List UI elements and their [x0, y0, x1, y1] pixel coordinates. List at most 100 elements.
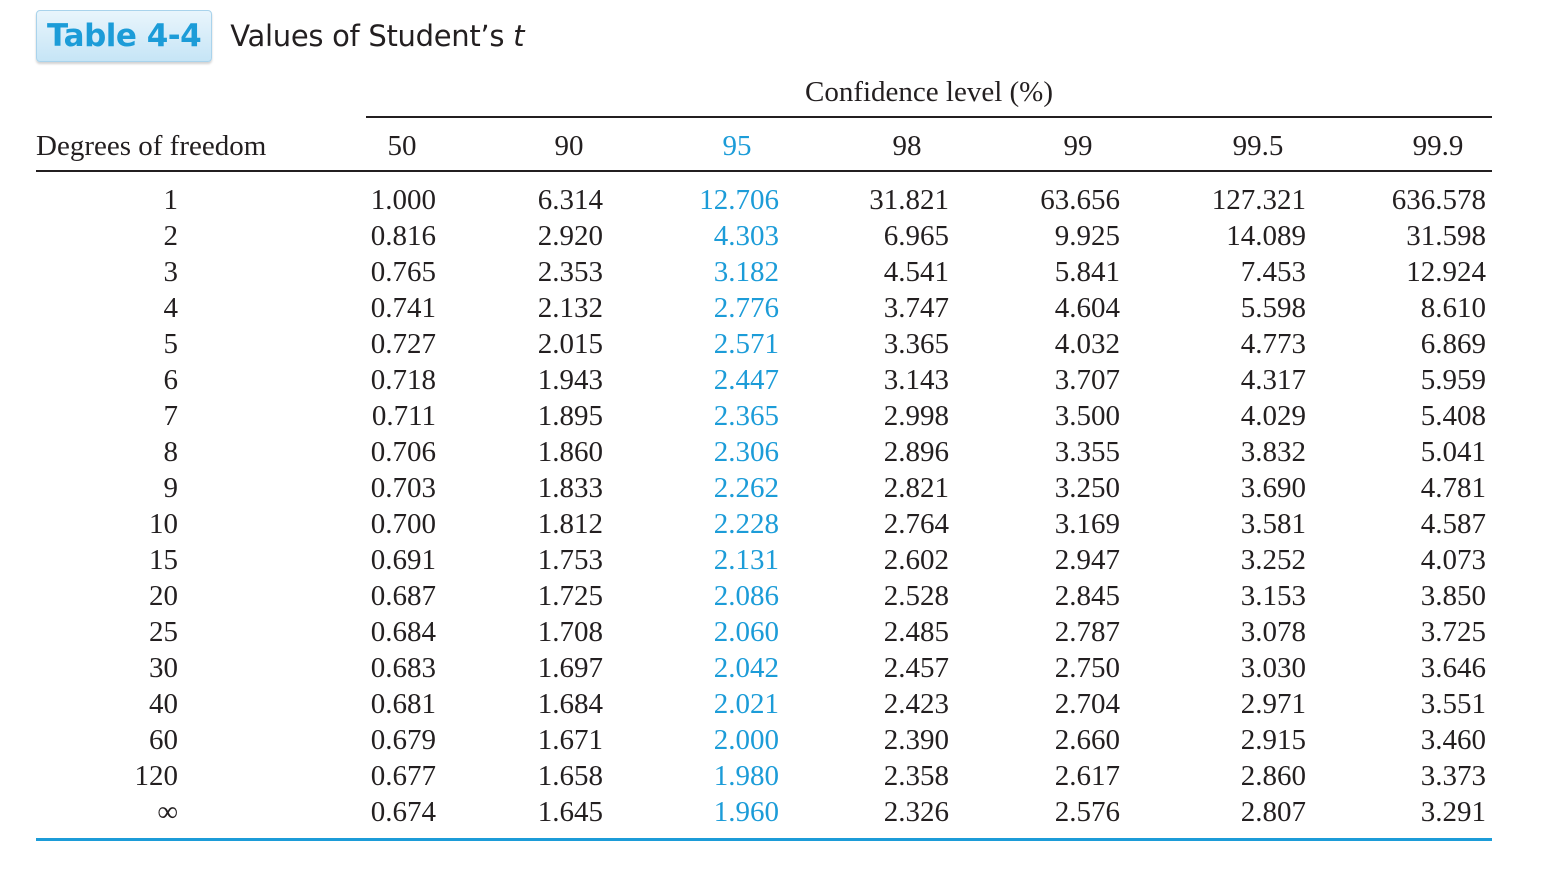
t-value-cell: 0.677: [370, 760, 436, 792]
degrees-of-freedom-cell: 60: [149, 724, 178, 756]
t-value-cell: 3.646: [1420, 652, 1486, 684]
t-value-cell: 2.845: [1054, 580, 1120, 612]
t-value-cell: 4.029: [1240, 400, 1306, 432]
degrees-of-freedom-cell: 7: [163, 400, 179, 432]
t-value-cell: 2.764: [883, 508, 949, 540]
degrees-of-freedom-cell: 2: [163, 220, 179, 252]
t-value-cell: 2.787: [1054, 616, 1120, 648]
t-value-cell: 3.078: [1240, 616, 1306, 648]
t-value-cell: 5.598: [1240, 292, 1306, 324]
t-value-cell: 2.423: [883, 688, 949, 720]
degrees-of-freedom-cell: ∞: [157, 796, 178, 828]
t-value-cell: 4.587: [1420, 508, 1486, 540]
t-value-cell: 2.015: [537, 328, 603, 360]
t-value-cell: 2.132: [537, 292, 603, 324]
t-value-cell: 0.681: [370, 688, 436, 720]
t-value-cell: 6.869: [1420, 328, 1486, 360]
t-value-cell: 0.679: [370, 724, 436, 756]
t-value-cell: 0.816: [370, 220, 436, 252]
t-value-cell: 2.390: [883, 724, 949, 756]
t-value-cell: 3.850: [1420, 580, 1486, 612]
t-value-cell: 0.718: [370, 364, 436, 396]
degrees-of-freedom-cell: 20: [149, 580, 178, 612]
t-value-cell: 0.691: [370, 544, 436, 576]
degrees-of-freedom-cell: 4: [163, 292, 179, 324]
t-value-cell: 63.656: [1040, 184, 1120, 216]
t-value-cell: 5.841: [1054, 256, 1120, 288]
degrees-of-freedom-header: Degrees of freedom: [36, 130, 267, 162]
t-value-cell: 4.073: [1420, 544, 1486, 576]
t-value-cell: 2.457: [883, 652, 949, 684]
t-value-cell: 3.365: [883, 328, 949, 360]
t-value-cell: 4.781: [1420, 472, 1486, 504]
t-value-cell: 3.291: [1420, 796, 1486, 828]
t-value-cell: 2.042: [713, 652, 779, 684]
t-value-cell: 3.500: [1054, 400, 1120, 432]
t-value-cell: 2.131: [713, 544, 779, 576]
t-value-cell: 4.317: [1240, 364, 1306, 396]
t-value-cell: 0.674: [370, 796, 436, 828]
t-value-cell: 0.687: [370, 580, 436, 612]
t-value-cell: 1.684: [537, 688, 603, 720]
t-value-cell: 8.610: [1420, 292, 1486, 324]
t-value-cell: 3.030: [1240, 652, 1306, 684]
t-value-cell: 2.821: [883, 472, 949, 504]
t-value-cell: 0.703: [370, 472, 436, 504]
t-value-cell: 2.262: [713, 472, 779, 504]
degrees-of-freedom-cell: 8: [163, 436, 179, 468]
t-value-cell: 0.727: [370, 328, 436, 360]
t-value-cell: 5.408: [1420, 400, 1486, 432]
t-value-cell: 1.645: [537, 796, 603, 828]
t-value-cell: 3.747: [883, 292, 949, 324]
t-value-cell: 1.671: [537, 724, 603, 756]
t-value-cell: 1.860: [537, 436, 603, 468]
degrees-of-freedom-cell: 15: [149, 544, 178, 576]
degrees-of-freedom-cell: 1: [163, 184, 179, 216]
t-value-cell: 3.690: [1240, 472, 1306, 504]
header-rule: [36, 170, 1492, 172]
t-value-cell: 0.706: [370, 436, 436, 468]
t-value-cell: 3.373: [1420, 760, 1486, 792]
t-value-cell: 3.707: [1054, 364, 1120, 396]
t-value-cell: 3.169: [1054, 508, 1120, 540]
t-value-cell: 2.750: [1054, 652, 1120, 684]
t-value-cell: 2.860: [1240, 760, 1306, 792]
bottom-rule: [36, 838, 1492, 841]
t-value-cell: 5.959: [1420, 364, 1486, 396]
t-value-cell: 2.576: [1054, 796, 1120, 828]
t-value-cell: 3.355: [1054, 436, 1120, 468]
t-value-cell: 2.485: [883, 616, 949, 648]
t-value-cell: 1.812: [537, 508, 603, 540]
column-header-2: 95: [722, 130, 752, 162]
t-value-cell: 2.228: [713, 508, 779, 540]
t-value-cell: 3.551: [1420, 688, 1486, 720]
t-value-cell: 2.306: [713, 436, 779, 468]
t-value-cell: 1.980: [713, 760, 779, 792]
degrees-of-freedom-cell: 9: [163, 472, 179, 504]
column-header-5: 99.5: [1232, 130, 1284, 162]
spanner-rule: [366, 116, 1492, 118]
t-value-cell: 1.943: [537, 364, 603, 396]
t-value-cell: 2.947: [1054, 544, 1120, 576]
t-value-cell: 3.143: [883, 364, 949, 396]
column-header-1: 90: [554, 130, 584, 162]
confidence-level-header: Confidence level (%): [804, 76, 1053, 108]
t-value-cell: 2.896: [883, 436, 949, 468]
t-value-cell: 3.460: [1420, 724, 1486, 756]
t-value-cell: 2.776: [713, 292, 779, 324]
t-value-cell: 2.358: [883, 760, 949, 792]
t-value-cell: 636.578: [1391, 184, 1486, 216]
t-value-cell: 2.998: [883, 400, 949, 432]
t-value-cell: 0.765: [370, 256, 436, 288]
column-header-6: 99.9: [1412, 130, 1464, 162]
t-value-cell: 2.447: [713, 364, 779, 396]
table-title-row: Table 4-4 Values of Student’s t: [36, 9, 524, 63]
t-value-cell: 2.915: [1240, 724, 1306, 756]
t-value-cell: 7.453: [1240, 256, 1306, 288]
t-value-cell: 1.833: [537, 472, 603, 504]
table-title: Values of Student’s t: [230, 19, 524, 53]
t-value-cell: 1.708: [537, 616, 603, 648]
t-value-cell: 0.700: [370, 508, 436, 540]
t-value-cell: 2.528: [883, 580, 949, 612]
t-value-cell: 127.321: [1211, 184, 1306, 216]
